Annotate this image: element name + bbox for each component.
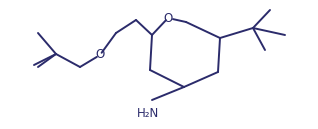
- Text: H₂N: H₂N: [137, 107, 159, 120]
- Text: O: O: [95, 49, 105, 62]
- Text: O: O: [163, 11, 173, 25]
